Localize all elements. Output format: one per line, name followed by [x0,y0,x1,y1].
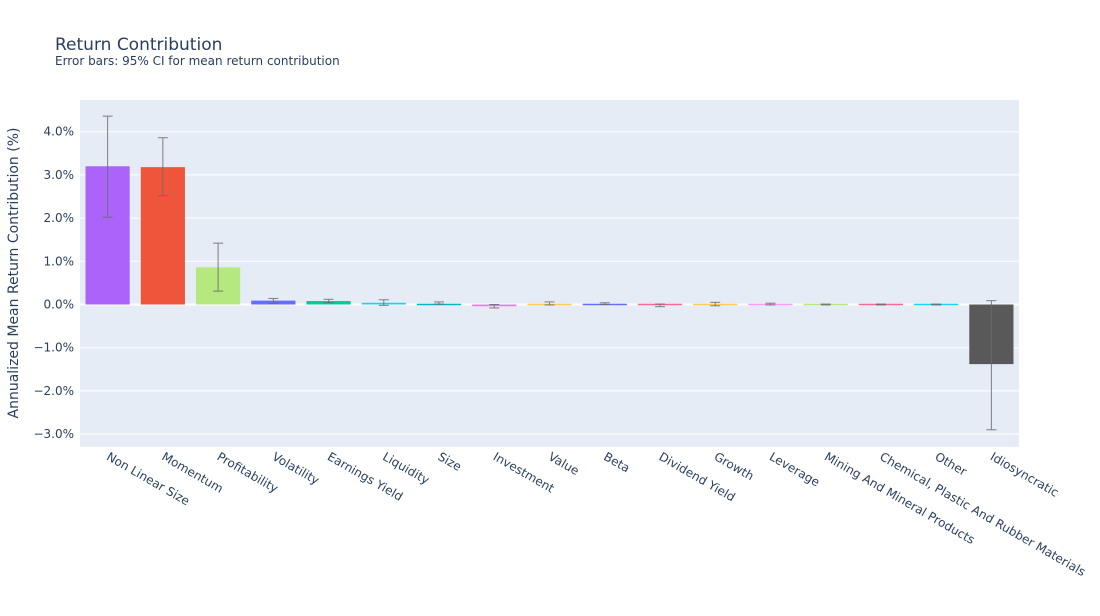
x-tick-labels: Non Linear SizeMomentumProfitabilityVola… [104,449,1088,579]
y-tick-labels: 4.0% 3.0% 2.0% 1.0% 0.0% −1.0% −2.0% −3.0% [33,125,74,441]
y-tick-label: 4.0% [44,125,75,139]
y-tick-label: 0.0% [44,298,75,312]
error-bar [378,299,389,306]
error-bar [599,302,610,305]
error-bar [434,301,445,305]
error-bar [820,303,831,306]
error-bar [654,303,665,308]
x-tick-label: Size [436,449,464,473]
error-bar [213,242,224,292]
x-tick-label: Other [933,449,970,478]
y-tick-label: 1.0% [44,254,75,268]
error-bar [157,137,168,197]
error-bar [875,303,886,306]
error-bar [102,115,113,218]
error-bars [102,115,997,431]
error-bar [986,300,997,431]
error-bar [544,301,555,306]
x-tick-label: Investment [491,449,557,495]
error-bar [489,304,500,309]
y-tick-label: 3.0% [44,168,75,182]
x-tick-label: Value [546,449,582,478]
y-tick-label: −2.0% [33,384,74,398]
y-tick-label: −3.0% [33,427,74,441]
chart-title: Return Contribution [55,35,222,55]
x-tick-label: Chemical, Plastic And Rubber Materials [877,449,1087,579]
error-bar [931,303,942,306]
gridlines [80,131,1019,435]
error-bar [765,302,776,306]
y-tick-label: −1.0% [33,341,74,355]
chart-subtitle: Error bars: 95% CI for mean return contr… [55,54,340,68]
x-tick-label: Leverage [767,449,822,489]
error-bar [268,297,279,304]
x-tick-label: Idiosyncratic [988,449,1061,499]
error-bar [710,301,721,307]
y-tick-label: 2.0% [44,211,75,225]
x-tick-label: Profitability [215,449,281,495]
x-tick-label: Beta [601,449,632,475]
y-axis-title: Annualized Mean Return Contribution (%) [6,128,22,419]
error-bar [323,298,334,304]
x-tick-label: Growth [712,449,757,483]
